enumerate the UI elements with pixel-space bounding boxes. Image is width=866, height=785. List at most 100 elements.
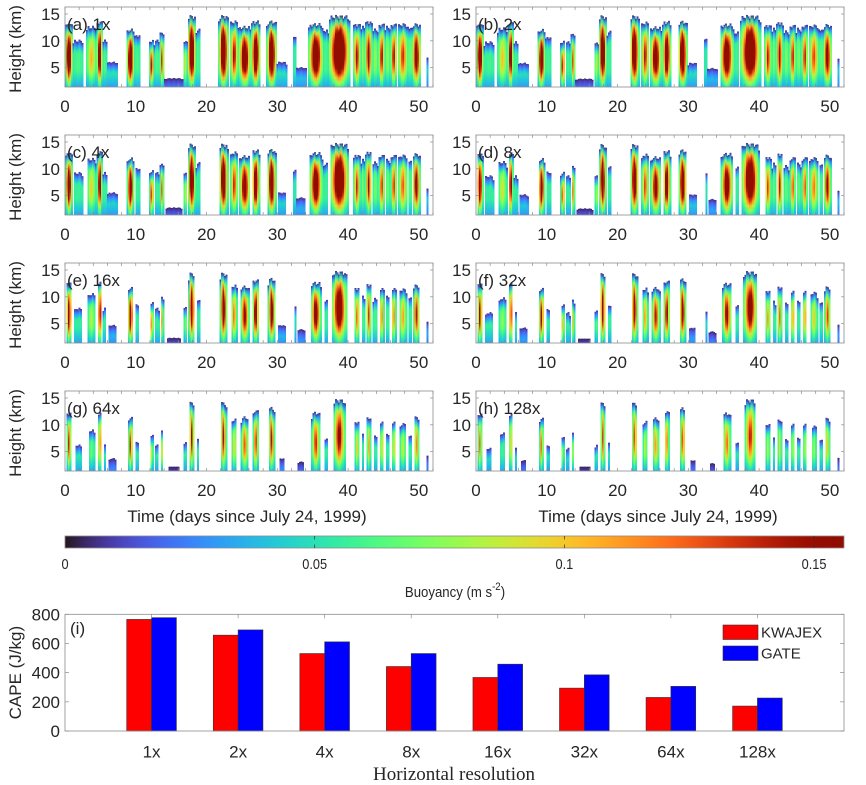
buoyancy-column — [231, 286, 234, 343]
buoyancy-column — [479, 285, 481, 343]
buoyancy-column — [273, 151, 276, 215]
buoyancy-column — [522, 194, 525, 215]
buoyancy-column — [159, 165, 162, 215]
buoyancy-column — [252, 280, 255, 343]
buoyancy-column — [642, 289, 645, 343]
heatmap-panel-d: 5 10 15 0 10 20 30 40 50 (d) 8x — [452, 133, 845, 244]
buoyancy-column — [378, 157, 381, 215]
buoyancy-column — [498, 300, 501, 343]
buoyancy-column — [695, 62, 697, 87]
buoyancy-column — [369, 21, 372, 87]
x-tick-label: 40 — [339, 353, 358, 372]
buoyancy-column — [252, 21, 255, 88]
buoyancy-column — [369, 418, 372, 471]
buoyancy-column — [366, 151, 369, 215]
buoyancy-column — [275, 21, 277, 88]
buoyancy-column — [182, 79, 184, 87]
buoyancy-column — [114, 459, 117, 471]
bar-kwajex-1x — [126, 619, 152, 732]
buoyancy-column — [395, 289, 397, 343]
buoyancy-column — [192, 147, 195, 215]
buoyancy-column — [651, 291, 654, 343]
buoyancy-column — [488, 448, 490, 471]
buoyancy-column — [737, 31, 739, 87]
y-tick-label: 200 — [32, 693, 60, 712]
buoyancy-column — [722, 156, 724, 215]
buoyancy-column — [246, 28, 249, 87]
buoyancy-column — [255, 21, 258, 88]
buoyancy-column — [299, 329, 301, 343]
y-tick-label: 15 — [452, 261, 471, 280]
buoyancy-column — [773, 162, 775, 215]
buoyancy-column — [633, 273, 636, 343]
buoyancy-column — [654, 156, 657, 215]
buoyancy-column — [389, 29, 391, 88]
buoyancy-column — [569, 43, 571, 87]
buoyancy-column — [300, 67, 303, 87]
buoyancy-column — [162, 299, 165, 343]
buoyancy-column — [504, 162, 507, 215]
buoyancy-column — [812, 427, 814, 471]
buoyancy-column — [380, 423, 382, 471]
buoyancy-column — [560, 175, 562, 215]
buoyancy-column — [707, 68, 709, 87]
buoyancy-column — [399, 290, 402, 343]
buoyancy-column — [66, 413, 69, 471]
buoyancy-column — [822, 29, 825, 88]
bar-x-axis-label: Horizontal resolution — [373, 764, 535, 785]
buoyancy-column — [227, 17, 229, 88]
x-tick-label: 0 — [471, 353, 480, 372]
x-tick-label: 50 — [820, 97, 839, 116]
buoyancy-column — [368, 419, 370, 471]
buoyancy-column — [374, 297, 376, 343]
axis-ticks — [475, 263, 845, 343]
buoyancy-column — [821, 439, 823, 471]
buoyancy-column — [746, 399, 748, 471]
y-tick-label: 5 — [462, 59, 471, 78]
buoyancy-column — [128, 160, 130, 215]
buoyancy-column — [188, 280, 190, 343]
buoyancy-column — [395, 154, 397, 215]
buoyancy-column — [521, 64, 523, 87]
panel-label-f: (f) 32x — [478, 271, 527, 290]
buoyancy-column — [795, 32, 798, 87]
buoyancy-column — [777, 419, 780, 471]
buoyancy-column — [647, 155, 649, 215]
buoyancy-column — [269, 408, 271, 471]
bar-kwajex-4x — [299, 653, 325, 732]
buoyancy-column — [392, 423, 394, 471]
buoyancy-column — [326, 438, 328, 471]
buoyancy-column — [756, 144, 759, 215]
buoyancy-column — [224, 18, 226, 87]
y-tick-label: 10 — [41, 288, 60, 307]
buoyancy-column — [704, 39, 706, 87]
buoyancy-column — [633, 144, 636, 215]
buoyancy-column — [755, 273, 757, 343]
buoyancy-column — [341, 399, 343, 471]
buoyancy-column — [765, 291, 768, 343]
buoyancy-column — [563, 304, 565, 343]
buoyancy-column — [366, 284, 369, 343]
buoyancy-column — [821, 29, 823, 87]
buoyancy-column — [684, 151, 687, 215]
buoyancy-column — [756, 15, 759, 87]
buoyancy-column — [414, 284, 417, 343]
buoyancy-column — [561, 305, 564, 343]
buoyancy-column — [135, 35, 138, 87]
buoyancy-column — [665, 283, 667, 343]
buoyancy-column — [92, 157, 94, 215]
buoyancy-column — [242, 27, 244, 87]
buoyancy-column — [357, 421, 360, 471]
buoyancy-column — [195, 168, 198, 215]
buoyancy-column — [374, 435, 376, 471]
x-tick-label: 50 — [409, 225, 428, 244]
buoyancy-column — [830, 158, 832, 215]
buoyancy-column — [281, 326, 283, 343]
buoyancy-column — [590, 208, 592, 215]
panel-label-b: (b) 2x — [478, 15, 522, 34]
buoyancy-column — [168, 78, 171, 87]
axis-ticks — [64, 391, 434, 471]
buoyancy-column — [98, 283, 100, 343]
buoyancy-column — [387, 297, 390, 343]
buoyancy-column — [339, 399, 342, 471]
